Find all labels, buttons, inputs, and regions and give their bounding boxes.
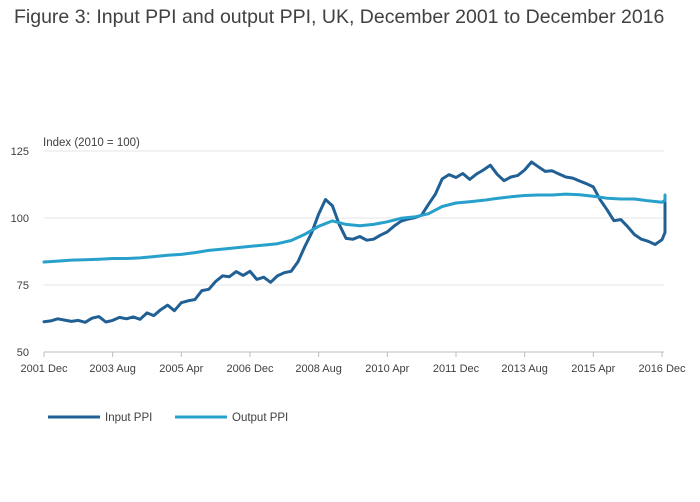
series-line-output-ppi	[42, 192, 667, 264]
grid-lines	[43, 150, 664, 357]
x-tick-label: 2015 Apr	[571, 363, 615, 375]
x-tick-label: 2010 Apr	[365, 363, 409, 375]
y-tick-label: 125	[11, 146, 29, 158]
y-tick-label: 50	[17, 347, 29, 359]
x-tick-label: 2006 Dec	[226, 363, 274, 375]
series-line-input-ppi	[42, 160, 667, 324]
x-tick-label: 2013 Aug	[501, 363, 548, 375]
legend-label: Output PPI	[232, 412, 288, 424]
x-tick-label: 2011 Dec	[433, 363, 480, 375]
chart-title: Figure 3: Input PPI and output PPI, UK, …	[14, 6, 665, 28]
y-axis-label: Index (2010 = 100)	[43, 137, 140, 149]
x-tick-label: 2003 Aug	[89, 363, 136, 375]
x-tick-label: 2005 Apr	[159, 363, 203, 375]
legend: Input PPI Output PPI	[48, 412, 288, 424]
legend-label: Input PPI	[105, 412, 152, 424]
x-tick-label: 2008 Aug	[295, 363, 342, 375]
y-axis-ticks: 125 100 75 50	[11, 146, 29, 359]
x-axis-ticks: 2001 Dec 2003 Aug 2005 Apr 2006 Dec 2008 Aug…	[20, 363, 686, 375]
series-lines	[42, 160, 667, 324]
x-tick-label: 2016 Dec	[638, 363, 686, 375]
y-tick-label: 100	[11, 213, 29, 225]
y-tick-label: 75	[17, 280, 29, 292]
x-tick-label: 2001 Dec	[20, 363, 68, 375]
